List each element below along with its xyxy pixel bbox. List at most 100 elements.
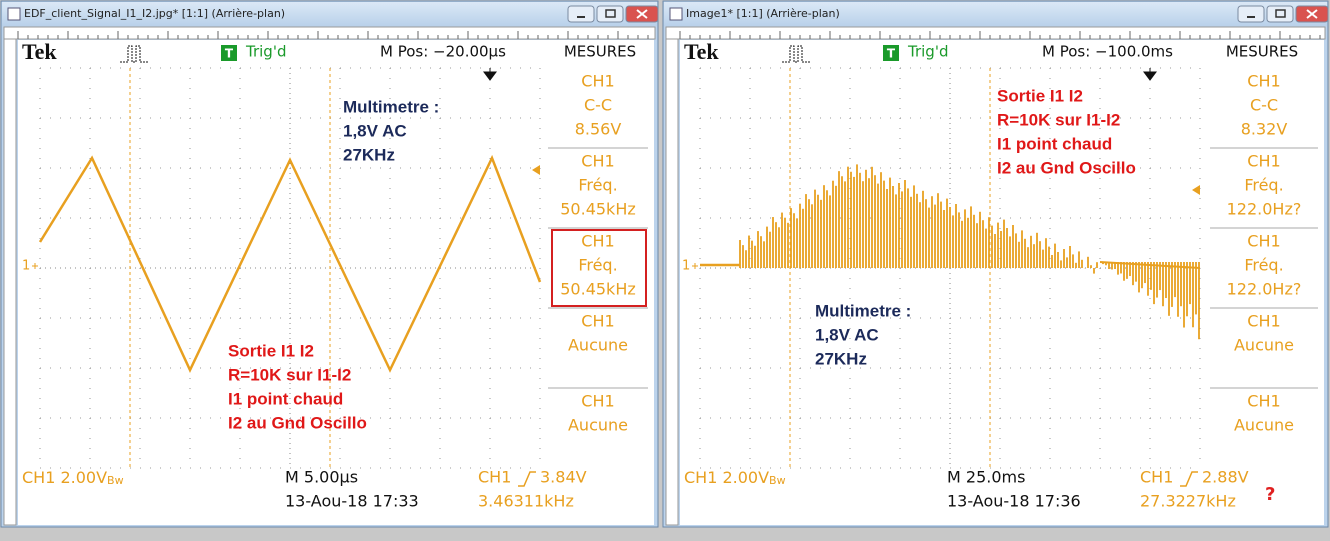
annotation-multimeter: 1,8V AC [815, 325, 879, 344]
app-icon [669, 7, 683, 21]
annotation-setup: I2 au Gnd Oscillo [997, 158, 1136, 177]
bandwidth: Bw [107, 474, 124, 487]
menu-highlight [551, 229, 647, 307]
channel-marker-arrow [32, 263, 38, 269]
trigger-status: Trig'd [907, 43, 948, 61]
measure-label: Fréq. [578, 176, 617, 195]
channel-marker-arrow [692, 263, 698, 269]
measure-channel: CH1 [581, 312, 614, 331]
minimize-button[interactable] [1237, 5, 1265, 23]
measure-value: 8.32V [1241, 120, 1288, 139]
measure-channel: CH1 [581, 152, 614, 171]
channel-marker: 1 [22, 259, 30, 274]
measure-value: 50.45kHz [560, 280, 636, 299]
waveform [1099, 261, 1201, 269]
measure-channel: CH1 [1247, 152, 1280, 171]
trigger-icon-box [221, 45, 237, 61]
annotation-multimeter: Multimetre : [343, 97, 439, 116]
acquire-icon [782, 45, 810, 63]
top-ruler [665, 26, 1326, 40]
app-icon [7, 7, 21, 21]
ch-scale-value: CH1 2.00V [684, 468, 769, 487]
measure-channel: CH1 [581, 72, 614, 91]
measure-label: Fréq. [1244, 176, 1283, 195]
trigger-slope [1180, 471, 1198, 487]
measure-label: Fréq. [578, 256, 617, 275]
measure-label: Fréq. [1244, 256, 1283, 275]
bandwidth: Bw [769, 474, 786, 487]
close-glyph [636, 9, 648, 19]
measure-label: Aucune [1234, 416, 1294, 435]
brand: Tek [684, 39, 719, 64]
frequency: 3.46311kHz [478, 492, 574, 511]
top-ruler [3, 26, 656, 40]
measure-label: C-C [584, 96, 612, 115]
note: ? [1265, 484, 1275, 505]
m-pos: M Pos: −100.0ms [1042, 43, 1173, 61]
maximize-glyph [1275, 9, 1286, 18]
waveform [38, 154, 542, 373]
timebase: M 25.0ms [947, 468, 1025, 487]
maximize-glyph [605, 9, 616, 18]
measure-value: 8.56V [575, 120, 622, 139]
measure-value: 122.0Hz? [1227, 200, 1302, 219]
annotation-setup: R=10K sur I1-I2 [997, 110, 1120, 129]
trigger-icon: T [887, 47, 896, 61]
trigger-icon: T [225, 47, 234, 61]
annotation-multimeter: Multimetre : [815, 301, 911, 320]
left-ruler [665, 38, 679, 526]
annotation-setup: I2 au Gnd Oscillo [228, 413, 367, 432]
measure-channel: CH1 [1247, 312, 1280, 331]
ch-scale: CH1 2.00VBw [22, 468, 124, 488]
measure-channel: CH1 [581, 232, 614, 251]
annotation-setup: I1 point chaud [228, 389, 343, 408]
measure-channel: CH1 [1247, 72, 1280, 91]
measure-value: 50.45kHz [560, 200, 636, 219]
annotation-setup: I1 point chaud [997, 134, 1112, 153]
window: EDF_client_Signal_I1_I2.jpg* [1:1] (Arri… [0, 0, 659, 528]
annotation-setup: Sortie I1 I2 [997, 86, 1083, 105]
annotation-multimeter: 27KHz [343, 145, 395, 164]
left-ruler [3, 38, 17, 526]
trigger-level: 3.84V [540, 468, 587, 487]
acquire-icon [120, 45, 148, 63]
measure-label: C-C [1250, 96, 1278, 115]
measure-label: Aucune [568, 416, 628, 435]
measure-channel: CH1 [581, 392, 614, 411]
trigger-source: CH1 [1140, 468, 1173, 487]
trigger-level-arrow [532, 165, 540, 175]
maximize-button[interactable] [1266, 5, 1294, 23]
close-glyph [1306, 9, 1318, 19]
datetime: 13-Aou-18 17:33 [285, 492, 419, 511]
minimize-button[interactable] [567, 5, 595, 23]
m-pos: M Pos: −20.00µs [380, 43, 506, 61]
timebase: M 5.00µs [285, 468, 358, 487]
annotation-setup: R=10K sur I1-I2 [228, 365, 351, 384]
brand: Tek [22, 39, 57, 64]
measure-channel: CH1 [1247, 232, 1280, 251]
trigger-slope [518, 471, 536, 487]
ch-scale-value: CH1 2.00V [22, 468, 107, 487]
datetime: 13-Aou-18 17:36 [947, 492, 1081, 511]
maximize-button[interactable] [596, 5, 624, 23]
title-bar [664, 2, 1327, 26]
trigger-level-arrow [1192, 185, 1200, 195]
window-title: EDF_client_Signal_I1_I2.jpg* [1:1] (Arri… [24, 7, 285, 20]
annotation-setup: Sortie I1 I2 [228, 341, 314, 360]
ch-scale: CH1 2.00VBw [684, 468, 786, 488]
window: Image1* [1:1] (Arrière-plan) Tek T Trig'd M … [662, 0, 1329, 528]
annotation-multimeter: 1,8V AC [343, 121, 407, 140]
title-bar [2, 2, 657, 26]
trigger-position [483, 68, 497, 81]
frequency: 27.3227kHz [1140, 492, 1236, 511]
trigger-level: 2.88V [1202, 468, 1249, 487]
channel-marker: 1 [682, 259, 690, 274]
measure-channel: CH1 [1247, 392, 1280, 411]
menu-title: MESURES [564, 43, 636, 61]
measure-value: 122.0Hz? [1227, 280, 1302, 299]
trigger-position [1143, 68, 1157, 81]
annotation-multimeter: 27KHz [815, 349, 867, 368]
measure-label: Aucune [1234, 336, 1294, 355]
trigger-status: Trig'd [245, 43, 286, 61]
